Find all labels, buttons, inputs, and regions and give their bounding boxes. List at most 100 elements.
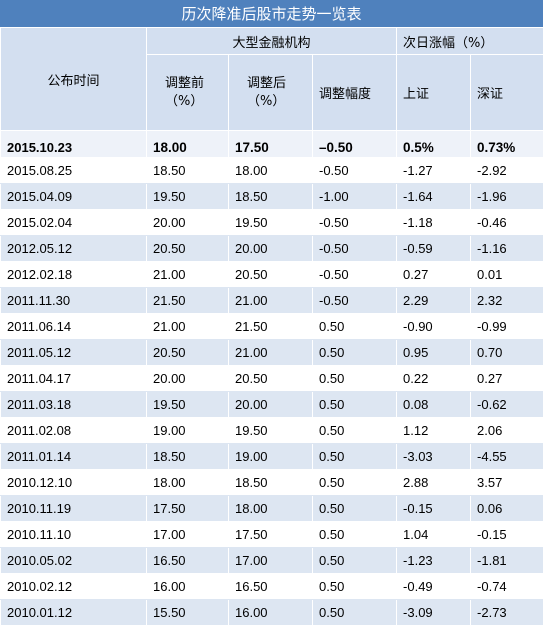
cell-shenzhen: 0.70 [470, 339, 543, 366]
cell-date: 2015.10.23 [0, 130, 147, 158]
cell-shanghai: -3.09 [396, 599, 472, 626]
cell-after: 21.50 [228, 313, 313, 340]
cell-change: 0.50 [311, 391, 398, 418]
cell-before: 18.50 [146, 157, 229, 184]
cell-after: 18.00 [228, 495, 313, 522]
cell-change: -1.00 [311, 183, 398, 210]
cell-shanghai: -0.90 [396, 313, 472, 340]
table-row: 2015.10.23 18.00 17.50 –0.50 0.5% 0.73% [0, 130, 543, 158]
cell-shanghai: -1.23 [396, 547, 472, 574]
header-next-day-change: 次日涨幅（%） [396, 27, 543, 55]
cell-after: 17.50 [228, 521, 313, 548]
table-row: 2010.11.10 17.00 17.50 0.50 1.04 -0.15 [0, 521, 543, 548]
table-row: 2010.02.12 16.00 16.50 0.50 -0.49 -0.74 [0, 573, 543, 600]
cell-before: 20.00 [146, 209, 229, 236]
cell-change: 0.50 [311, 495, 398, 522]
cell-after: 18.50 [228, 183, 313, 210]
cell-before: 15.50 [146, 599, 229, 626]
cell-change: 0.50 [311, 417, 398, 444]
cell-before: 20.50 [146, 339, 229, 366]
cell-shenzhen: -0.15 [470, 521, 543, 548]
header-date: 公布时间 [0, 27, 147, 131]
cell-change: 0.50 [311, 365, 398, 392]
cell-shanghai: 1.04 [396, 521, 472, 548]
cell-change: 0.50 [311, 339, 398, 366]
cell-shenzhen: -0.99 [470, 313, 543, 340]
table-row: 2011.01.14 18.50 19.00 0.50 -3.03 -4.55 [0, 443, 543, 470]
cell-change: -0.50 [311, 261, 398, 288]
cell-before: 21.50 [146, 287, 229, 314]
cell-before: 18.00 [146, 130, 229, 158]
table-row: 2011.05.12 20.50 21.00 0.50 0.95 0.70 [0, 339, 543, 366]
cell-date: 2015.08.25 [0, 157, 147, 184]
cell-change: 0.50 [311, 547, 398, 574]
cell-date: 2012.02.18 [0, 261, 147, 288]
cell-before: 21.00 [146, 261, 229, 288]
cell-after: 19.50 [228, 417, 313, 444]
cell-shenzhen: -4.55 [470, 443, 543, 470]
table-row: 2011.06.14 21.00 21.50 0.50 -0.90 -0.99 [0, 313, 543, 340]
cell-shenzhen: 0.06 [470, 495, 543, 522]
cell-shanghai: -1.27 [396, 157, 472, 184]
cell-after: 20.00 [228, 235, 313, 262]
cell-shenzhen: -2.73 [470, 599, 543, 626]
cell-before: 19.50 [146, 183, 229, 210]
cell-date: 2010.02.12 [0, 573, 147, 600]
table-row: 2011.11.30 21.50 21.00 -0.50 2.29 2.32 [0, 287, 543, 314]
cell-after: 20.50 [228, 261, 313, 288]
cell-shanghai: -1.64 [396, 183, 472, 210]
cell-shenzhen: -0.46 [470, 209, 543, 236]
table-row: 2015.02.04 20.00 19.50 -0.50 -1.18 -0.46 [0, 209, 543, 236]
cell-date: 2011.04.17 [0, 365, 147, 392]
cell-before: 17.00 [146, 521, 229, 548]
cell-before: 18.00 [146, 469, 229, 496]
cell-shenzhen: 0.01 [470, 261, 543, 288]
cell-change: -0.50 [311, 209, 398, 236]
cell-shenzhen: 3.57 [470, 469, 543, 496]
cell-shenzhen: 0.27 [470, 365, 543, 392]
cell-after: 21.00 [228, 339, 313, 366]
cell-after: 16.50 [228, 573, 313, 600]
table-row: 2010.11.19 17.50 18.00 0.50 -0.15 0.06 [0, 495, 543, 522]
cell-shenzhen: -0.74 [470, 573, 543, 600]
cell-after: 18.00 [228, 157, 313, 184]
cell-shenzhen: 2.06 [470, 417, 543, 444]
cell-shanghai: -3.03 [396, 443, 472, 470]
table-row: 2011.03.18 19.50 20.00 0.50 0.08 -0.62 [0, 391, 543, 418]
header-shenzhen: 深证 [470, 54, 543, 131]
header-before-label: 调整前 [165, 75, 205, 91]
table-row: 2012.05.12 20.50 20.00 -0.50 -0.59 -1.16 [0, 235, 543, 262]
cell-change: -0.50 [311, 235, 398, 262]
cell-change: –0.50 [311, 130, 398, 158]
cell-date: 2011.03.18 [0, 391, 147, 418]
cell-change: 0.50 [311, 443, 398, 470]
table-row: 2010.12.10 18.00 18.50 0.50 2.88 3.57 [0, 469, 543, 496]
cell-shanghai: 0.22 [396, 365, 472, 392]
cell-shanghai: -0.59 [396, 235, 472, 262]
table-row: 2011.02.08 19.00 19.50 0.50 1.12 2.06 [0, 417, 543, 444]
cell-shanghai: 0.08 [396, 391, 472, 418]
cell-shenzhen: 2.32 [470, 287, 543, 314]
table-row: 2011.04.17 20.00 20.50 0.50 0.22 0.27 [0, 365, 543, 392]
header-change: 调整幅度 [311, 54, 398, 131]
cell-after: 16.00 [228, 599, 313, 626]
cell-before: 19.00 [146, 417, 229, 444]
cell-before: 21.00 [146, 313, 229, 340]
cell-before: 20.50 [146, 235, 229, 262]
cell-shanghai: 2.29 [396, 287, 472, 314]
cell-before: 16.00 [146, 573, 229, 600]
table-row: 2010.01.12 15.50 16.00 0.50 -3.09 -2.73 [0, 599, 543, 626]
cell-after: 20.50 [228, 365, 313, 392]
cell-before: 20.00 [146, 365, 229, 392]
table-title: 历次降准后股市走势一览表 [0, 0, 543, 27]
header-after-unit: （%） [247, 93, 286, 109]
cell-date: 2011.11.30 [0, 287, 147, 314]
cell-after: 19.50 [228, 209, 313, 236]
cell-change: -0.50 [311, 157, 398, 184]
table-row: 2012.02.18 21.00 20.50 -0.50 0.27 0.01 [0, 261, 543, 288]
cell-shenzhen: 0.73% [470, 130, 543, 158]
cell-date: 2010.11.10 [0, 521, 147, 548]
header-after: 调整后 （%） [228, 54, 313, 131]
cell-date: 2011.01.14 [0, 443, 147, 470]
header-before: 调整前 （%） [146, 54, 229, 131]
